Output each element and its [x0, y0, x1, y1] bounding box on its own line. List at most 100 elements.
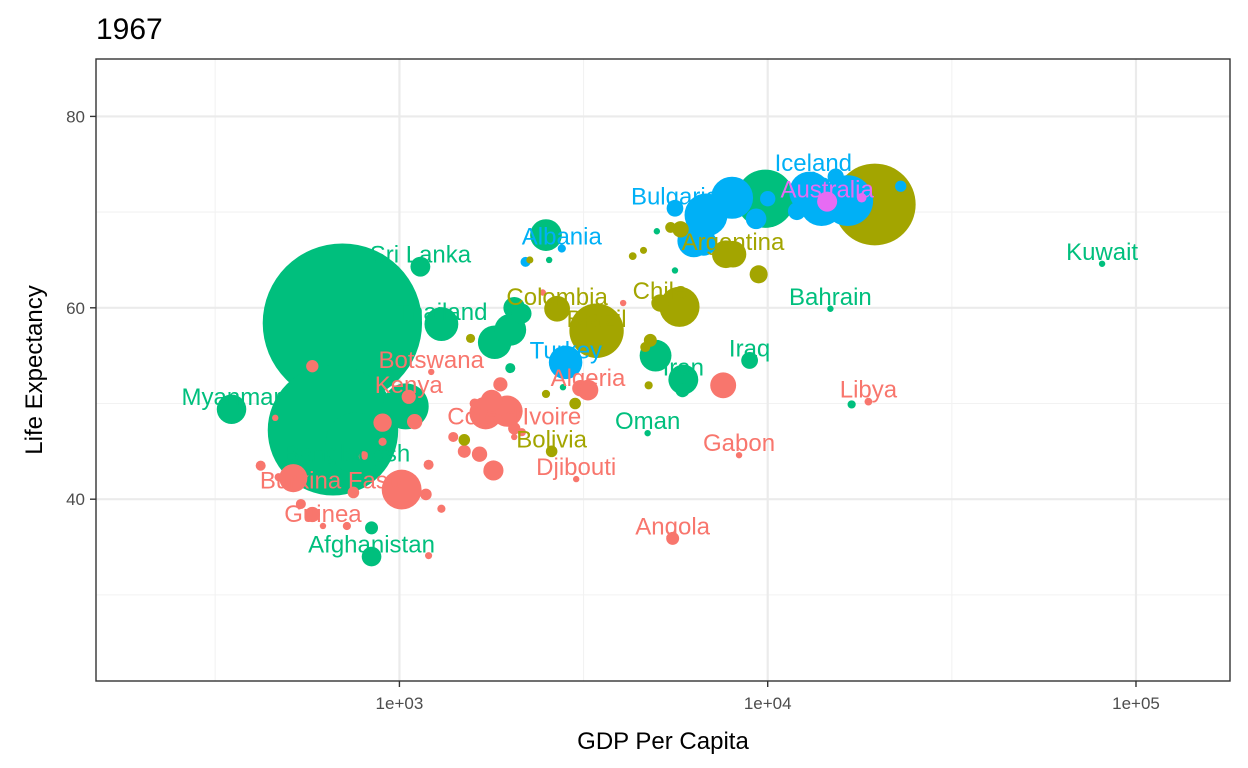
data-point: [342, 521, 351, 531]
data-point: [644, 429, 651, 437]
data-point: [817, 191, 838, 212]
x-tick-label: 1e+04: [744, 694, 792, 713]
data-point: [544, 295, 571, 322]
data-point: [710, 176, 754, 219]
country-label: Gabon: [703, 430, 775, 457]
country-label: Turkey: [530, 337, 602, 364]
country-label: Bulgaria: [631, 183, 720, 210]
data-point: [619, 299, 627, 307]
data-point: [358, 451, 369, 462]
country-label: Bahrain: [789, 284, 872, 311]
data-point: [672, 221, 689, 238]
data-point: [347, 486, 360, 499]
x-tick-label: 1e+03: [376, 694, 424, 713]
data-point: [666, 531, 680, 545]
data-point: [448, 431, 459, 443]
data-point: [735, 451, 743, 459]
data-point: [895, 180, 907, 192]
data-point: [787, 202, 806, 221]
y-tick-label: 40: [66, 490, 85, 509]
data-point: [690, 229, 717, 256]
data-point: [628, 252, 637, 261]
country-label: Sri Lanka: [370, 242, 472, 269]
data-point: [483, 464, 497, 478]
data-point: [325, 412, 387, 474]
data-point: [381, 469, 422, 510]
country-label: Colombia: [506, 284, 608, 311]
data-point: [572, 379, 589, 397]
country-label: Iran: [663, 355, 704, 382]
data-point: [333, 473, 352, 491]
data-point: [505, 363, 516, 374]
data-point: [639, 246, 648, 254]
data-point: [493, 414, 503, 424]
country-label: Argentina: [682, 229, 785, 256]
country-label: Brazil: [567, 306, 627, 333]
data-point: [493, 377, 508, 392]
data-point: [262, 243, 423, 403]
y-tick-label: 80: [66, 107, 85, 126]
data-point: [640, 342, 651, 353]
data-point: [557, 244, 566, 253]
country-label: Djibouti: [536, 454, 616, 481]
panel-border: [95, 58, 1231, 682]
data-point: [668, 364, 699, 395]
x-tick-label: 1e+05: [1112, 694, 1160, 713]
country-label: Bangladesh: [283, 441, 410, 468]
data-point: [511, 303, 532, 324]
country-label: Libya: [840, 377, 898, 404]
data-point: [216, 394, 247, 424]
data-point: [671, 267, 679, 274]
data-point: [847, 400, 856, 409]
data-point: [401, 389, 416, 404]
data-points: [216, 163, 1106, 567]
data-point: [659, 286, 700, 327]
data-point: [548, 345, 583, 380]
country-label: Cote d'Ivoire: [447, 403, 581, 430]
minor-gridlines: [96, 59, 1230, 681]
data-point: [306, 360, 319, 373]
data-point: [425, 552, 433, 560]
country-label: Oman: [615, 408, 680, 435]
data-point: [365, 521, 379, 535]
country-label: Afghanistan: [308, 532, 435, 559]
country-label: Australia: [780, 177, 874, 204]
data-point: [651, 294, 669, 312]
data-point: [424, 307, 459, 341]
data-point: [827, 168, 844, 185]
data-point: [279, 464, 308, 493]
y-tick-label: 60: [66, 299, 85, 318]
data-point: [545, 256, 553, 264]
country-label: Iceland: [775, 150, 852, 177]
country-label: Guinea: [284, 501, 362, 528]
country-label: Iraq: [729, 335, 770, 362]
data-point: [741, 352, 759, 369]
data-point: [745, 208, 767, 230]
data-point: [526, 256, 534, 264]
data-point: [517, 428, 526, 437]
data-point: [810, 171, 817, 178]
data-point: [471, 446, 488, 462]
data-point: [749, 265, 768, 284]
data-point: [480, 389, 503, 412]
data-point: [573, 475, 580, 483]
data-point: [458, 434, 471, 446]
data-point: [428, 368, 435, 376]
data-point: [817, 177, 830, 190]
data-point: [1098, 260, 1106, 267]
country-label: Kenya: [375, 372, 444, 399]
country-label: Thailand: [395, 299, 487, 326]
country-label: Burkina Faso: [260, 467, 401, 494]
data-point: [423, 459, 434, 470]
data-point: [508, 422, 521, 435]
data-point: [539, 289, 546, 296]
data-point: [569, 303, 624, 358]
data-point: [511, 433, 518, 441]
data-point: [457, 444, 471, 458]
data-point: [827, 305, 834, 312]
x-axis-title: GDP Per Capita: [577, 728, 749, 755]
country-label: Myanmar: [182, 384, 282, 411]
data-point: [559, 384, 567, 391]
data-point: [274, 473, 283, 482]
